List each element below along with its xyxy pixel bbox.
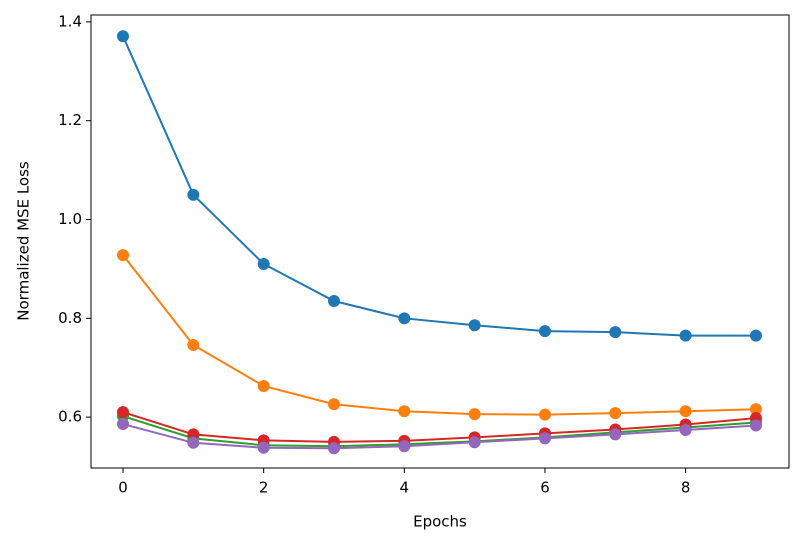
y-tick-label: 0.6	[58, 408, 82, 426]
series-line	[122, 423, 757, 450]
y-tick-label: 1.0	[58, 210, 82, 228]
series-line	[122, 35, 756, 337]
point	[116, 30, 129, 43]
y-tick-label: 1.2	[58, 111, 82, 129]
y-axis-label: Normalized MSE Loss	[15, 161, 33, 321]
point	[749, 419, 762, 432]
point	[187, 338, 200, 351]
plot-frame	[90, 14, 790, 469]
x-axis-label: Epochs	[413, 513, 467, 531]
point	[327, 295, 340, 308]
point	[609, 407, 622, 420]
point	[187, 428, 200, 441]
series-line	[122, 254, 756, 416]
point	[187, 436, 200, 449]
point	[468, 319, 481, 332]
point	[749, 329, 762, 342]
point	[116, 406, 129, 419]
point	[609, 428, 622, 441]
point	[679, 423, 692, 436]
series-line	[122, 411, 757, 443]
point	[538, 408, 551, 421]
point	[609, 326, 622, 339]
point	[187, 188, 200, 201]
x-tick-label: 0	[118, 479, 128, 497]
x-tick-label: 4	[400, 479, 410, 497]
x-tick-label: 2	[259, 479, 269, 497]
point	[679, 405, 692, 418]
point	[257, 379, 270, 392]
point	[398, 312, 411, 325]
point	[327, 442, 340, 455]
y-tick-label: 1.4	[58, 12, 82, 30]
point	[116, 418, 129, 431]
y-tick-label: 0.8	[58, 309, 82, 327]
point	[468, 408, 481, 421]
x-tick-label: 6	[540, 479, 550, 497]
point	[257, 441, 270, 454]
point	[468, 436, 481, 449]
series-line	[122, 415, 757, 448]
point	[538, 432, 551, 445]
point	[679, 329, 692, 342]
point	[398, 440, 411, 453]
point	[749, 403, 762, 416]
point	[116, 249, 129, 262]
x-tick-label: 8	[681, 479, 691, 497]
point	[538, 325, 551, 338]
point	[257, 257, 270, 270]
point	[327, 398, 340, 411]
point	[398, 405, 411, 418]
